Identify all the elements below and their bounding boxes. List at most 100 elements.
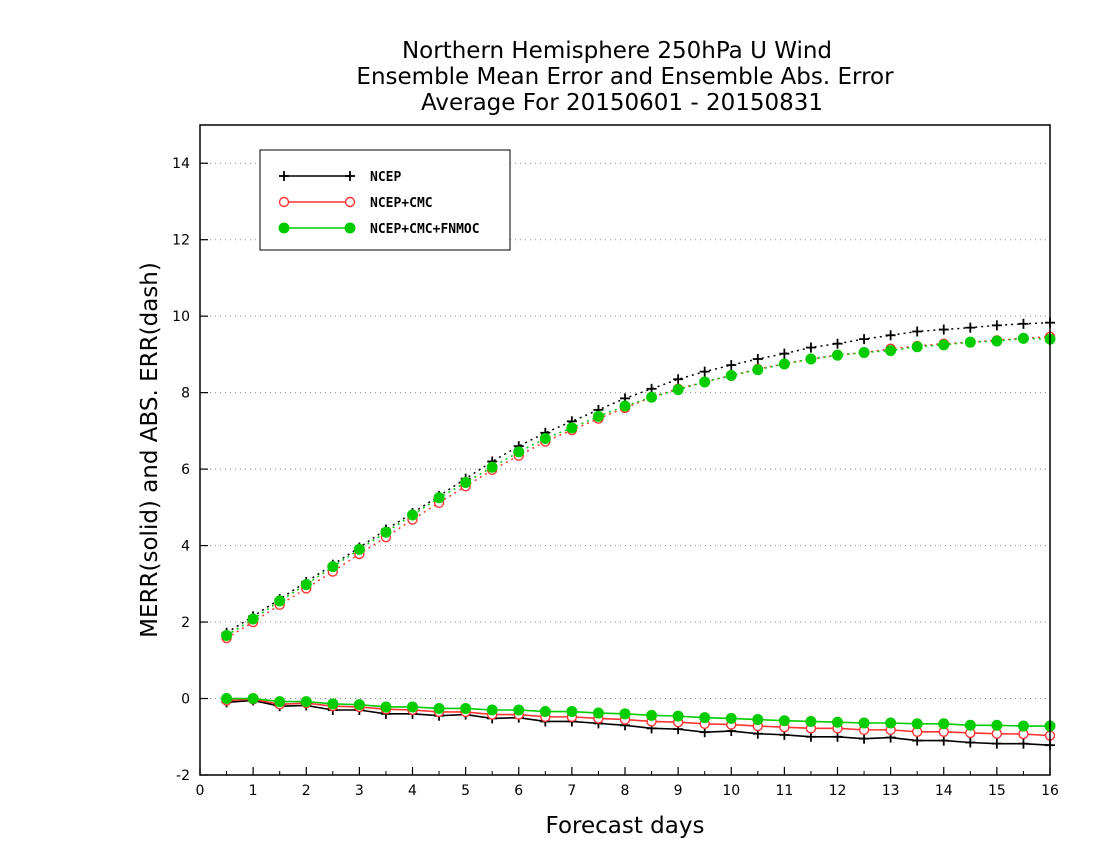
mean-err-point	[407, 701, 418, 713]
x-tick-label: 12	[829, 783, 847, 799]
abs-err-point	[938, 324, 949, 335]
abs-err-point	[274, 595, 286, 607]
abs-err-line	[226, 321, 1051, 634]
x-tick-label: 6	[514, 783, 523, 799]
abs-err-point	[832, 349, 843, 361]
mean-err-point	[300, 696, 312, 708]
legend-label: NCEP+CMC+FNMOC	[370, 222, 480, 237]
mean-err-point	[646, 709, 658, 721]
y-tick-label: 8	[181, 386, 190, 402]
abs-err-point	[221, 629, 233, 641]
abs-err-point	[885, 330, 896, 341]
mean-err-point	[247, 693, 259, 705]
abs-err-point	[699, 366, 710, 377]
abs-err-point	[912, 326, 923, 337]
x-axis-label: Forecast days	[546, 813, 705, 839]
mean-err-point	[858, 717, 870, 729]
y-tick-label: -2	[176, 768, 190, 784]
mean-err-point	[859, 733, 870, 744]
mean-err-point	[539, 706, 551, 718]
mean-err-point	[752, 714, 764, 726]
x-tick-label: 8	[621, 783, 630, 799]
legend-marker	[278, 222, 290, 234]
mean-err-point	[380, 701, 392, 713]
abs-err-point	[911, 341, 923, 353]
abs-err-point	[1018, 318, 1029, 329]
x-tick-label: 15	[988, 783, 1006, 799]
abs-err-point	[433, 492, 445, 504]
mean-err-point	[274, 696, 286, 708]
mean-err-point	[778, 715, 790, 727]
x-tick-label: 2	[302, 783, 311, 799]
x-tick-label: 1	[249, 783, 258, 799]
mean-err-point	[911, 718, 923, 730]
legend-box	[259, 149, 511, 251]
abs-err-point	[619, 400, 631, 412]
x-tick-label: 16	[1041, 783, 1059, 799]
abs-err-point	[805, 342, 816, 353]
y-tick-label: 12	[172, 233, 190, 249]
abs-err-point	[859, 334, 870, 345]
mean-err-point	[912, 735, 923, 746]
abs-err-line	[226, 337, 1051, 637]
y-tick-label: 2	[181, 615, 190, 631]
mean-err-point	[566, 706, 578, 718]
mean-err-point	[433, 702, 445, 714]
mean-err-point	[513, 704, 525, 716]
chart-title-line-1: Northern Hemisphere 250hPa U Wind	[402, 38, 832, 64]
y-tick-label: 14	[172, 156, 190, 172]
abs-err-point	[779, 348, 790, 359]
mean-err-line	[226, 697, 1050, 727]
abs-err-point	[752, 364, 764, 376]
series-2	[221, 331, 1056, 741]
abs-err-point	[460, 477, 472, 488]
abs-err-line	[226, 336, 1051, 639]
mean-err-point	[353, 699, 365, 711]
x-tick-label: 3	[355, 783, 364, 799]
y-tick-label: 0	[181, 692, 190, 708]
abs-err-point	[832, 338, 843, 349]
mean-err-point	[592, 707, 604, 719]
legend-item: NCEP	[279, 170, 401, 185]
abs-err-point	[1017, 332, 1029, 344]
legend: NCEP NCEP+CMC NCEP+CMC+FNMOC	[259, 149, 511, 251]
x-tick-label: 4	[408, 783, 417, 799]
mean-err-point	[938, 735, 949, 746]
legend-marker	[278, 196, 290, 208]
abs-err-point	[964, 336, 976, 348]
abs-err-point	[539, 433, 551, 445]
abs-err-point	[566, 422, 578, 434]
mean-err-point	[221, 693, 233, 705]
abs-err-point	[725, 369, 737, 381]
abs-err-point	[885, 345, 897, 357]
abs-err-point	[858, 347, 870, 358]
series-3	[221, 332, 1056, 732]
abs-err-point	[380, 526, 392, 538]
abs-err-point	[513, 446, 525, 458]
abs-err-point	[991, 335, 1003, 347]
series-1	[221, 317, 1055, 751]
legend-marker	[344, 196, 356, 208]
mean-err-point	[460, 702, 472, 714]
mean-err-point	[619, 708, 631, 720]
x-tick-label: 11	[775, 783, 793, 799]
legend-label: NCEP+CMC	[370, 196, 433, 211]
mean-err-point	[1018, 738, 1029, 749]
chart-title: Northern Hemisphere 250hPa U Wind Ensemb…	[356, 38, 894, 116]
abs-err-point	[805, 353, 817, 365]
abs-err-point	[353, 543, 365, 555]
x-tick-label: 14	[935, 783, 953, 799]
y-axis-label: MERR(solid) and ABS. ERR(dash)	[137, 262, 163, 638]
legend-label: NCEP	[370, 170, 401, 185]
legend-marker	[279, 171, 289, 181]
abs-err-point	[672, 384, 684, 396]
y-tick-label: 6	[181, 462, 190, 478]
legend-marker	[345, 171, 355, 181]
mean-err-point	[991, 719, 1003, 731]
x-tick-label: 0	[196, 783, 205, 799]
x-tick-label: 10	[722, 783, 740, 799]
legend-item: NCEP+CMC	[278, 196, 433, 211]
abs-err-point	[938, 339, 950, 351]
